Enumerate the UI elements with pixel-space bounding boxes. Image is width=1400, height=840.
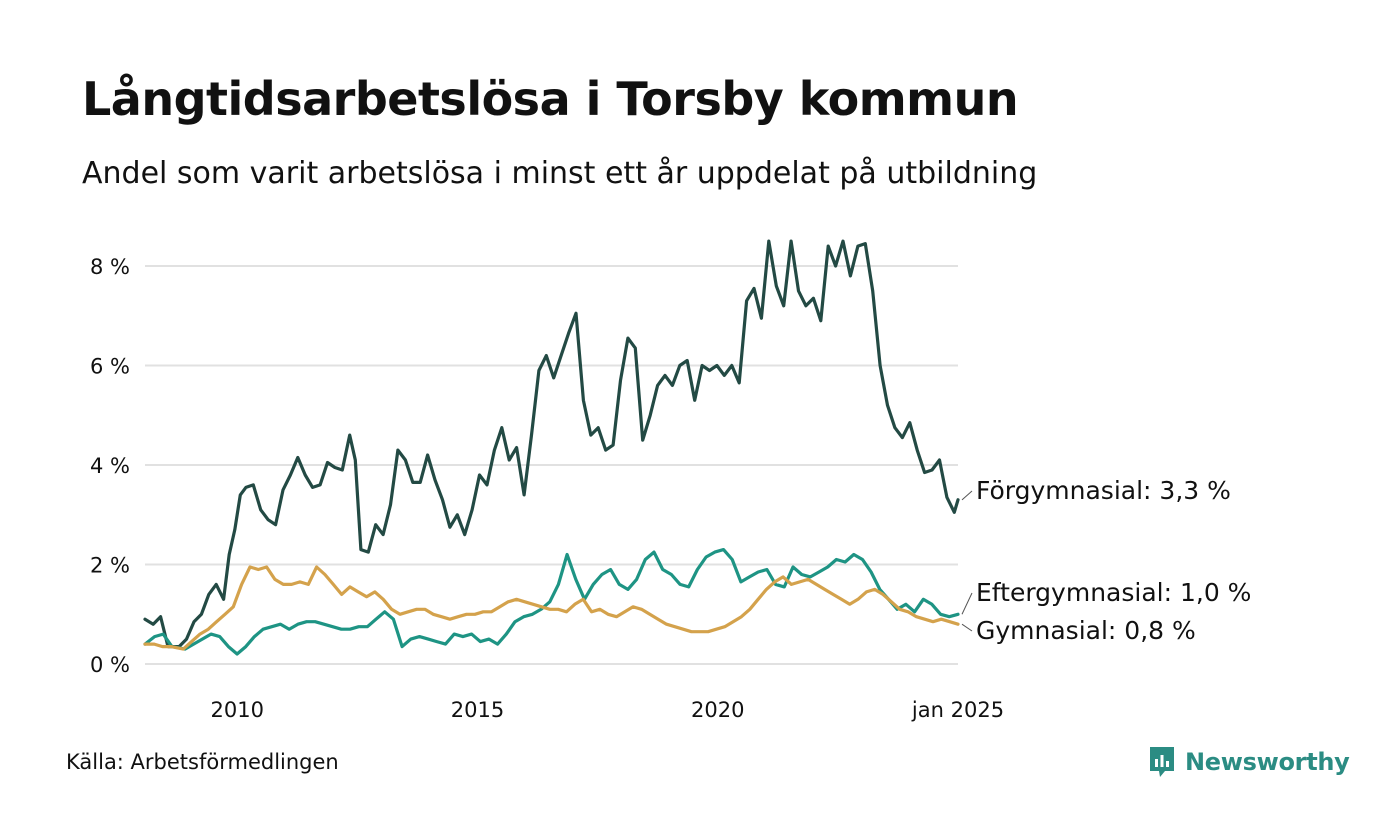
chart-title: Långtidsarbetslösa i Torsby kommun bbox=[82, 72, 1019, 126]
x-tick-label: 2015 bbox=[451, 698, 504, 722]
series-label: Förgymnasial: 3,3 % bbox=[976, 476, 1231, 505]
y-tick-label: 8 % bbox=[90, 255, 130, 279]
brand-logo: Newsworthy bbox=[1148, 744, 1350, 780]
series-line-gymnasial bbox=[143, 565, 960, 651]
series-label-connector bbox=[961, 592, 973, 615]
chart-subtitle: Andel som varit arbetslösa i minst ett å… bbox=[82, 156, 1038, 191]
series-line-eftergymnasial bbox=[143, 547, 960, 656]
x-tick-label: 2010 bbox=[211, 698, 264, 722]
x-tick-label: 2020 bbox=[691, 698, 744, 722]
newsworthy-logo-icon bbox=[1150, 747, 1174, 777]
brand-name: Newsworthy bbox=[1185, 748, 1350, 776]
source-note: Källa: Arbetsförmedlingen bbox=[66, 750, 339, 774]
y-tick-label: 4 % bbox=[90, 454, 130, 478]
y-tick-label: 2 % bbox=[90, 554, 130, 578]
series-label-connector bbox=[961, 623, 973, 632]
x-tick-label: jan 2025 bbox=[911, 698, 1004, 722]
series-label: Gymnasial: 0,8 % bbox=[976, 616, 1196, 645]
y-tick-label: 0 % bbox=[90, 653, 130, 677]
series-label-connector bbox=[961, 490, 973, 501]
series-line-förgymnasial bbox=[143, 239, 960, 649]
series-label: Eftergymnasial: 1,0 % bbox=[976, 578, 1251, 607]
y-tick-label: 6 % bbox=[90, 355, 130, 379]
